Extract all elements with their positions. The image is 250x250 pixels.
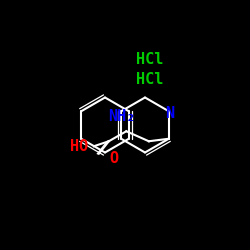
Text: HCl: HCl [136,52,164,68]
Text: N: N [166,106,175,121]
Text: O: O [109,151,118,166]
Text: HO: HO [70,139,88,154]
Text: HCl: HCl [136,72,164,88]
Text: NH₂: NH₂ [108,109,135,124]
